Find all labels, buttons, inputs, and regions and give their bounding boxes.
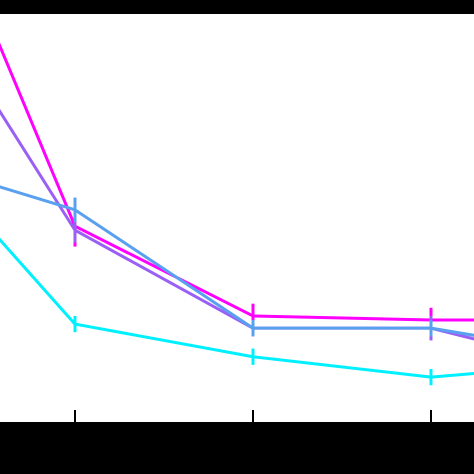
series-layer [0, 42, 474, 386]
x-axis-ticks [74, 410, 432, 422]
